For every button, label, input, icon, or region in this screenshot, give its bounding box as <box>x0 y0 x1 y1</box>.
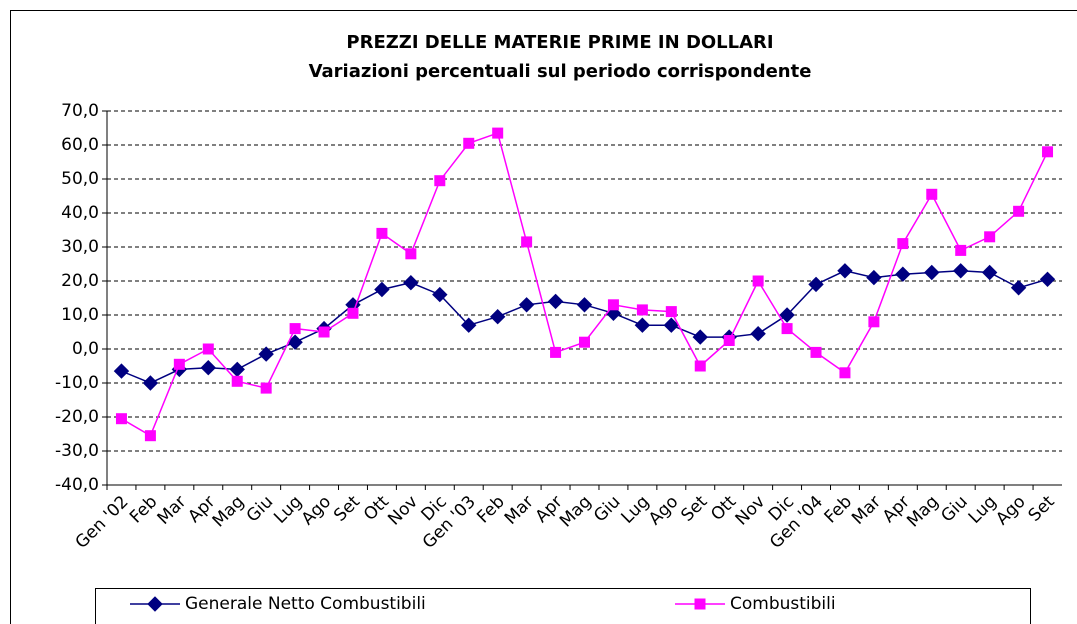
legend-label: Generale Netto Combustibili <box>185 594 426 614</box>
data-point <box>144 430 156 442</box>
data-point <box>663 317 680 333</box>
data-point <box>955 244 967 256</box>
y-tick-label: 40,0 <box>61 203 99 223</box>
data-point <box>347 307 359 319</box>
data-point <box>489 308 506 325</box>
data-point <box>779 307 795 323</box>
data-point <box>374 281 390 298</box>
chart-subtitle: Variazioni percentuali sul periodo corri… <box>309 61 812 82</box>
data-point <box>1042 146 1054 158</box>
data-point <box>113 363 130 379</box>
data-point <box>434 175 446 187</box>
y-tick-label: -10,0 <box>55 373 99 393</box>
y-tick-label: 30,0 <box>61 237 99 257</box>
data-point <box>521 236 533 248</box>
data-point <box>636 304 648 316</box>
y-tick-label: 60,0 <box>61 135 99 155</box>
data-point <box>231 375 243 387</box>
data-point <box>607 299 619 311</box>
data-point <box>665 306 677 318</box>
data-point <box>866 269 882 286</box>
data-point <box>953 263 969 279</box>
data-point <box>1010 280 1027 296</box>
data-point <box>692 329 708 345</box>
data-point <box>463 137 475 149</box>
y-tick-label: 0,0 <box>72 339 99 359</box>
data-point <box>810 346 822 358</box>
chart-title: PREZZI DELLE MATERIE PRIME IN DOLLARI <box>346 32 773 53</box>
data-point <box>260 382 272 394</box>
data-point <box>173 358 185 370</box>
data-point <box>547 293 564 310</box>
data-point <box>518 297 535 313</box>
data-point <box>781 323 793 335</box>
chart-frame <box>10 10 1077 624</box>
data-point <box>897 238 909 250</box>
data-point <box>868 316 880 328</box>
y-tick-label: 50,0 <box>61 169 99 189</box>
data-point <box>1013 205 1025 217</box>
data-point <box>405 248 417 260</box>
y-tick-label: -20,0 <box>55 407 99 427</box>
data-point <box>752 275 764 287</box>
legend-marker <box>694 598 706 610</box>
data-point <box>576 297 593 313</box>
data-point <box>258 346 274 362</box>
data-point <box>808 276 824 293</box>
data-point <box>550 346 562 358</box>
data-point <box>318 326 330 338</box>
data-point <box>200 359 216 376</box>
data-point <box>289 323 301 335</box>
y-tick-label: 20,0 <box>61 271 99 291</box>
y-tick-label: 10,0 <box>61 305 99 325</box>
data-point <box>376 227 388 239</box>
data-point <box>837 263 853 279</box>
data-point <box>984 231 996 243</box>
data-point <box>579 336 590 348</box>
data-point <box>202 343 214 355</box>
data-point <box>839 367 851 379</box>
data-point <box>723 335 735 346</box>
data-point <box>115 413 127 425</box>
data-point <box>142 375 159 391</box>
data-point <box>694 360 706 372</box>
data-point <box>634 317 651 333</box>
data-point <box>895 266 911 282</box>
legend-marker <box>147 596 163 612</box>
legend-label: Combustibili <box>730 594 836 614</box>
data-point <box>924 264 940 281</box>
data-point <box>981 264 998 281</box>
data-point <box>1039 271 1056 288</box>
data-point <box>492 127 504 139</box>
y-tick-label: 70,0 <box>61 101 99 121</box>
data-point <box>403 274 419 291</box>
data-point <box>461 317 477 333</box>
y-tick-label: -30,0 <box>55 441 99 461</box>
data-point <box>750 325 766 342</box>
legend-box <box>95 588 1031 624</box>
data-point <box>432 286 448 303</box>
y-tick-label: -40,0 <box>55 475 99 495</box>
data-point <box>926 188 938 200</box>
